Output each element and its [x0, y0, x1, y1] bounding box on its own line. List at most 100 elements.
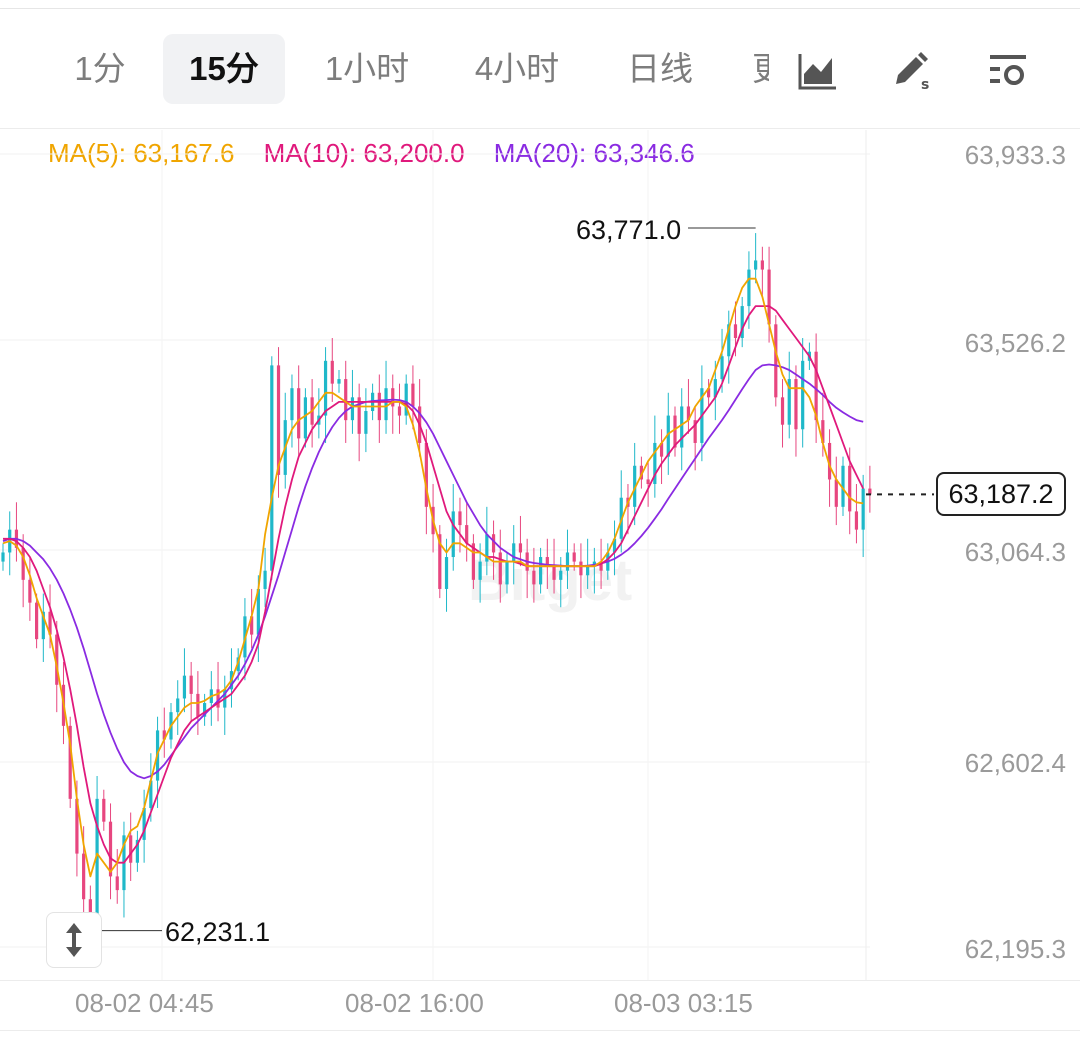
candle-body [814, 351, 818, 421]
tab-4h[interactable]: 4小时 [474, 50, 560, 87]
candle-body [485, 534, 489, 562]
tab-1m[interactable]: 1分 [74, 50, 126, 87]
candle-body [774, 324, 778, 398]
candle-body [216, 689, 220, 708]
candle-body [182, 675, 187, 699]
scale-toggle-button[interactable] [46, 912, 102, 968]
candle-body [270, 365, 274, 571]
candle-body [68, 725, 72, 799]
ma5-legend: MA(5): 63,167.6 [48, 138, 235, 168]
time-axis-divider [0, 980, 1080, 981]
candle-body [639, 465, 643, 480]
candle-body [330, 360, 334, 384]
candle-body [854, 511, 859, 530]
candle-body [115, 876, 119, 891]
candle-body [827, 442, 832, 480]
tab-more[interactable]: 更 [752, 50, 769, 87]
bottom-divider [0, 1030, 1080, 1031]
candle-body [498, 552, 502, 585]
candle-body [35, 602, 39, 640]
time-label-3: 08-03 03:15 [614, 988, 753, 1018]
candle-body [135, 839, 139, 863]
candle-body [424, 442, 428, 507]
candle-body [518, 543, 523, 553]
high-price-marker: 63,771.0 [576, 215, 682, 245]
candle-body [821, 420, 825, 443]
candle-body [754, 260, 758, 270]
candle-body [505, 561, 509, 585]
candle-body [720, 356, 724, 380]
price-label-bottom: 62,195.3 [964, 934, 1066, 964]
candle-body [82, 853, 86, 900]
candle-body [868, 488, 872, 495]
candle-body [451, 511, 455, 558]
price-label-2: 63,526.2 [964, 328, 1066, 358]
candle-body [633, 465, 637, 507]
current-price-badge: 63,187.2 [936, 472, 1066, 516]
candle-body [767, 269, 771, 325]
candle-body [733, 324, 738, 339]
price-label-3: 63,064.3 [964, 537, 1066, 567]
tab-1d[interactable]: 日线 [627, 50, 693, 87]
candle-body [552, 566, 556, 580]
candle-body [599, 561, 603, 571]
tab-15m[interactable]: 15分 [163, 34, 285, 104]
candle-body [102, 798, 106, 822]
candle-body [344, 379, 348, 421]
candle-body [250, 616, 254, 635]
tab-1h[interactable]: 1小时 [324, 50, 410, 87]
candle-body [337, 379, 341, 384]
ma10-line [3, 305, 865, 864]
candle-body [646, 479, 650, 485]
candle-body [572, 552, 576, 562]
ma-legend: MA(5): 63,167.6 MA(10): 63,200.0 MA(20):… [48, 138, 717, 169]
ma10-legend: MA(10): 63,200.0 [263, 138, 465, 168]
candle-body [841, 465, 845, 507]
candle-body [579, 561, 583, 576]
ma20-line [2, 363, 864, 780]
candle-body [55, 634, 59, 685]
time-label-2: 08-02 16:00 [345, 988, 484, 1018]
candle-body [196, 693, 200, 717]
candle-body [397, 406, 402, 416]
candle-body [303, 397, 307, 439]
candle-body [686, 406, 691, 421]
candle-body [471, 543, 475, 580]
candle-body [586, 566, 590, 576]
candle-body [458, 511, 462, 526]
candle-body [760, 260, 764, 270]
candle-body [203, 703, 207, 717]
candle-body [673, 415, 677, 448]
candle-body [740, 306, 744, 339]
header-divider [0, 128, 1080, 129]
candle-body [834, 479, 838, 507]
candle-body [75, 798, 79, 854]
candle-body [1, 552, 5, 562]
candle-body [592, 561, 596, 567]
settings-icon[interactable] [986, 48, 1030, 92]
candle-body [653, 442, 657, 485]
candle-body [666, 415, 670, 457]
chart-type-icon[interactable] [796, 48, 840, 92]
svg-text:s: s [921, 77, 929, 92]
candle-body [713, 379, 717, 398]
candle-body [404, 383, 408, 416]
price-label-top: 63,933.3 [964, 140, 1066, 170]
candle-body [21, 547, 25, 580]
candle-body [545, 557, 549, 567]
candle-body [861, 488, 865, 530]
candle-body [411, 383, 415, 407]
candle-body [478, 561, 482, 580]
draw-pen-icon[interactable]: s [890, 48, 934, 92]
candle-body [787, 379, 791, 425]
candle-body [391, 388, 395, 407]
candle-body [848, 465, 852, 512]
candle-body [176, 698, 180, 713]
candle-body [693, 420, 697, 443]
candle-body [129, 835, 133, 863]
candle-body [149, 780, 153, 808]
candle-body [108, 821, 113, 877]
candle-body [565, 552, 570, 571]
candle-body [95, 798, 99, 931]
